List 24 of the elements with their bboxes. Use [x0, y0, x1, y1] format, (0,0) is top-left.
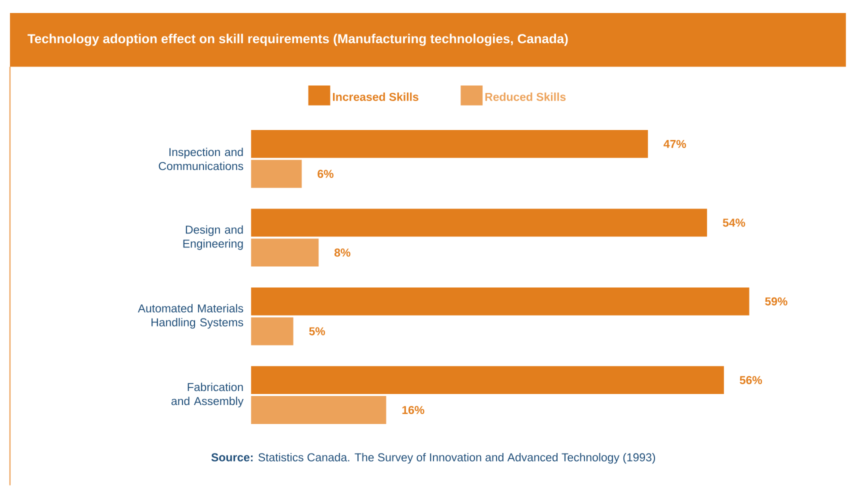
y-tick-label: Design and Engineering [183, 225, 243, 250]
legend-label: Reduced Skills [485, 92, 566, 102]
bar [251, 288, 750, 316]
data-label: 5% [309, 327, 326, 336]
bar [251, 396, 386, 424]
data-label: 54% [722, 218, 746, 227]
bar [251, 317, 294, 346]
data-label: 47% [664, 140, 686, 148]
y-tick-label: Inspection and Communications [158, 148, 244, 170]
y-tick-label: Fabrication and Assembly [171, 382, 244, 408]
bar [251, 366, 724, 394]
bar [251, 208, 708, 237]
data-label: 56% [740, 376, 762, 384]
y-tick-label: Automated Materials Handling Systems [138, 304, 244, 329]
data-label: 59% [765, 297, 788, 306]
bar [251, 160, 302, 188]
data-label: 16% [402, 406, 424, 414]
chart-title: Technology adoption effect on skill requirements (Manufacturing technologies, Canada) [28, 34, 568, 46]
data-label: 6% [318, 170, 334, 178]
legend-label: Increased Skills [332, 92, 418, 102]
bar [251, 238, 319, 267]
data-label: 8% [334, 248, 350, 257]
text: Source: Statistics Canada. The Survey of Innovation and Advanced Technology (1993) [211, 453, 656, 464]
bar [251, 130, 648, 158]
